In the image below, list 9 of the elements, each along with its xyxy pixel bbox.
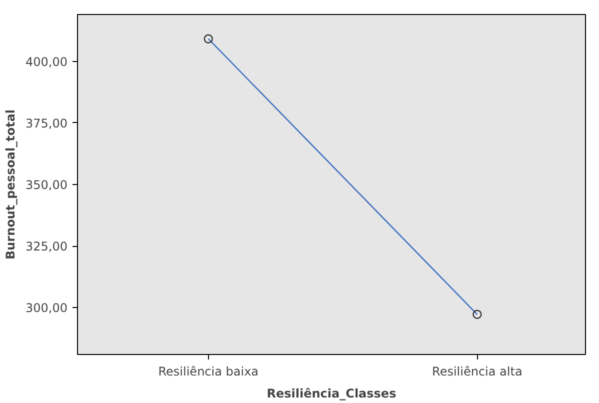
x-axis-title: Resiliência_Classes	[266, 386, 396, 400]
y-tick-label: 375,00	[26, 116, 68, 130]
y-tick-label: 325,00	[26, 240, 68, 254]
x-tick-label: Resiliência baixa	[158, 364, 259, 378]
y-tick-label: 400,00	[26, 54, 68, 69]
y-tick-label: 350,00	[26, 178, 68, 192]
y-axis-title: Burnout_pessoal_total	[4, 109, 18, 260]
y-tick-label: 300,00	[26, 301, 68, 316]
x-tick-label: Resiliência alta	[432, 364, 522, 378]
